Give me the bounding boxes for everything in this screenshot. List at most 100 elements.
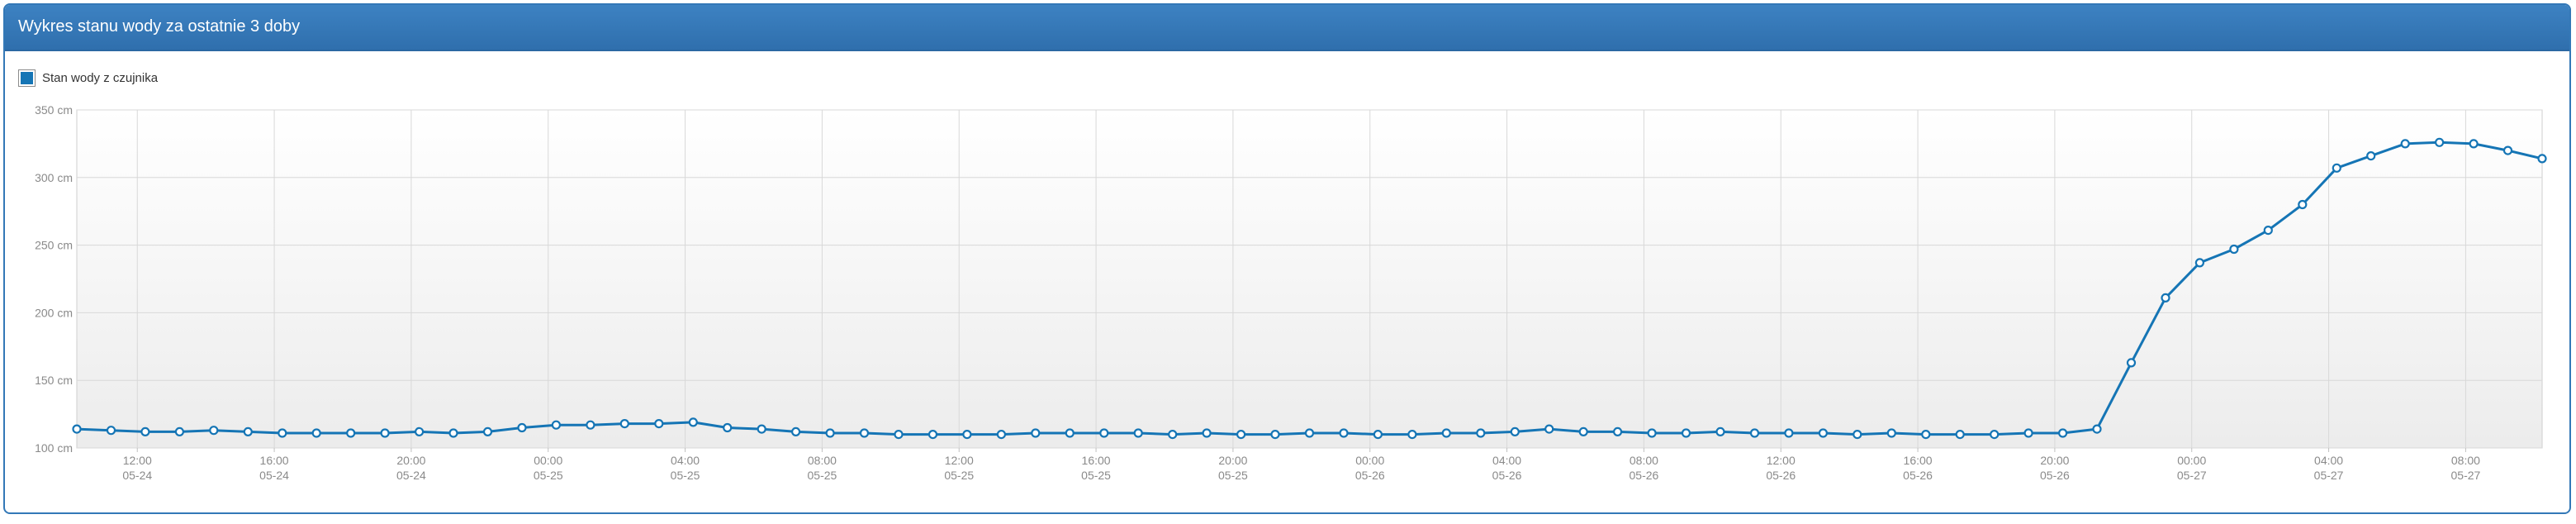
data-point <box>1133 428 1143 438</box>
x-tick-date: 05-25 <box>671 469 700 482</box>
x-tick-date: 05-26 <box>1492 469 1522 482</box>
data-point <box>790 426 801 437</box>
x-tick-time: 00:00 <box>1355 454 1384 467</box>
data-point <box>1612 426 1623 437</box>
data-point <box>859 428 870 438</box>
x-tick-date: 05-27 <box>2314 469 2344 482</box>
data-point <box>482 426 493 437</box>
y-tick-label: 150 cm <box>35 374 73 387</box>
data-point <box>2435 137 2445 147</box>
x-tick-date: 05-25 <box>944 469 974 482</box>
x-tick-time: 00:00 <box>534 454 562 467</box>
data-point <box>2502 145 2513 155</box>
panel-header: Wykres stanu wody za ostatnie 3 doby <box>5 5 2569 51</box>
data-point <box>723 422 733 433</box>
data-point <box>140 426 150 437</box>
data-point <box>278 428 287 438</box>
data-point <box>1099 428 1109 438</box>
data-point <box>2298 199 2308 210</box>
data-point <box>2058 428 2068 438</box>
data-point <box>448 428 458 438</box>
y-tick-label: 350 cm <box>35 103 73 117</box>
x-tick-time: 08:00 <box>1630 454 1658 467</box>
x-tick-date: 05-25 <box>1218 469 1248 482</box>
grid-lines <box>77 109 2542 449</box>
legend-label[interactable]: Stan wody z czujnika <box>42 70 159 85</box>
data-point <box>1202 428 1212 438</box>
data-point <box>825 428 835 438</box>
x-tick-time: 08:00 <box>2451 454 2480 467</box>
x-tick-time: 04:00 <box>671 454 700 467</box>
data-point <box>1304 428 1315 438</box>
data-point <box>517 422 527 433</box>
data-point <box>962 429 972 440</box>
x-tick-time: 12:00 <box>945 454 974 467</box>
data-point <box>1886 428 1896 438</box>
y-tick-label: 300 cm <box>35 171 73 184</box>
x-tick-time: 04:00 <box>2314 454 2343 467</box>
data-point <box>688 417 698 427</box>
data-point <box>311 428 321 438</box>
x-tick-time: 16:00 <box>1082 454 1111 467</box>
data-point <box>1236 429 1246 440</box>
x-tick-time: 04:00 <box>1492 454 1521 467</box>
panel-title: Wykres stanu wody za ostatnie 3 doby <box>18 17 301 36</box>
data-point <box>1681 428 1691 438</box>
data-point <box>2092 424 2102 434</box>
data-point <box>1168 429 1178 440</box>
x-tick-time: 00:00 <box>2177 454 2206 467</box>
y-tick-label: 250 cm <box>35 239 73 252</box>
data-point <box>927 429 938 440</box>
data-point <box>2469 139 2479 149</box>
data-point <box>174 426 184 437</box>
data-point <box>1373 429 1383 440</box>
x-tick-time: 08:00 <box>808 454 837 467</box>
data-point <box>894 429 904 440</box>
data-point <box>415 426 425 437</box>
x-tick-date: 05-26 <box>1630 469 1659 482</box>
x-tick-time: 20:00 <box>1218 454 1247 467</box>
data-point <box>1921 429 1931 440</box>
x-tick-time: 20:00 <box>396 454 425 467</box>
x-tick-date: 05-24 <box>259 469 289 482</box>
data-point <box>1955 429 1965 440</box>
data-point <box>1510 426 1520 437</box>
legend-marker[interactable] <box>18 69 36 87</box>
data-point <box>2023 428 2033 438</box>
data-point <box>1476 428 1486 438</box>
data-point <box>1339 428 1349 438</box>
y-axis: 100 cm 150 cm 200 cm 250 cm 300 cm 350 cm <box>35 103 73 455</box>
data-point <box>619 418 629 429</box>
data-point <box>2161 293 2170 302</box>
series-stan-wody <box>72 137 2547 440</box>
data-point <box>2263 226 2273 236</box>
x-axis: 12:00 05-24 16:00 05-24 20:00 05-24 00:00 05-25… <box>122 448 2481 482</box>
data-point <box>1578 426 1588 437</box>
data-point <box>72 424 82 434</box>
plot-area <box>76 109 2543 449</box>
data-point <box>1031 428 1041 438</box>
data-point <box>380 428 390 438</box>
data-point <box>1715 426 1725 437</box>
data-point <box>209 426 219 436</box>
x-tick-date: 05-24 <box>396 469 426 482</box>
data-point <box>1065 428 1075 438</box>
x-tick-date: 05-26 <box>1766 469 1796 482</box>
data-point <box>1544 424 1554 434</box>
data-point <box>1647 428 1657 438</box>
x-tick-date: 05-24 <box>122 469 152 482</box>
x-tick-time: 20:00 <box>2040 454 2069 467</box>
data-point <box>1853 429 1862 440</box>
x-tick-date: 05-26 <box>1903 469 1933 482</box>
data-point <box>2537 154 2547 164</box>
x-tick-date: 05-27 <box>2451 469 2481 482</box>
data-point <box>2229 244 2239 255</box>
data-point <box>1784 428 1794 438</box>
data-point <box>757 424 766 434</box>
data-point <box>243 426 253 437</box>
data-point <box>1441 428 1451 438</box>
x-tick-date: 05-26 <box>1355 469 1385 482</box>
chart-legend[interactable]: Stan wody z czujnika <box>18 68 158 88</box>
x-tick-time: 16:00 <box>1904 454 1933 467</box>
x-tick-date: 05-26 <box>2040 469 2070 482</box>
